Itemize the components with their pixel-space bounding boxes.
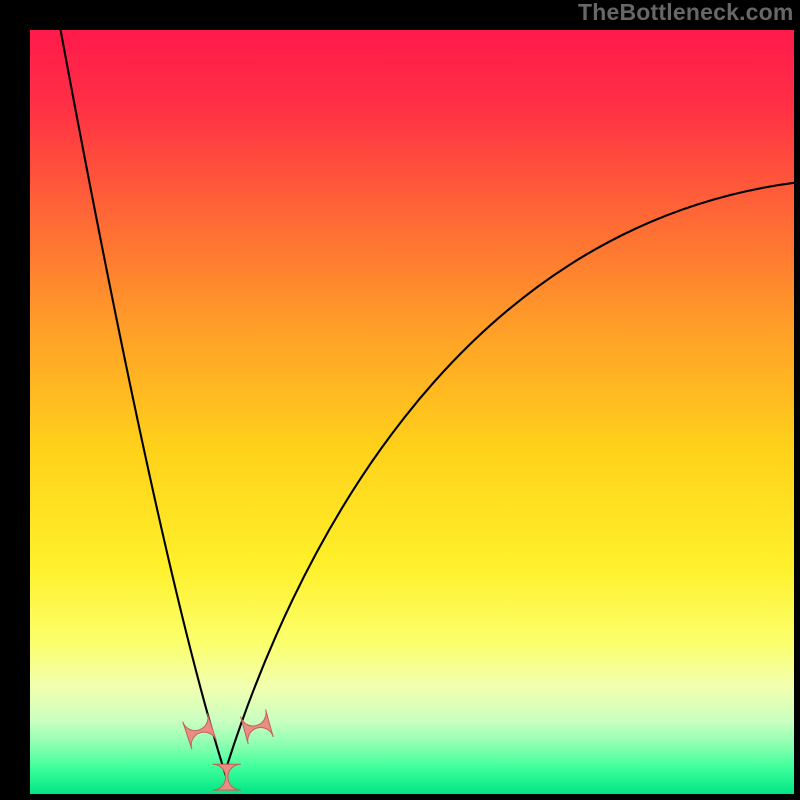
gradient-background bbox=[30, 30, 794, 794]
plot-area bbox=[30, 30, 794, 794]
plot-svg bbox=[30, 30, 794, 794]
watermark: TheBottleneck.com bbox=[578, 0, 794, 26]
